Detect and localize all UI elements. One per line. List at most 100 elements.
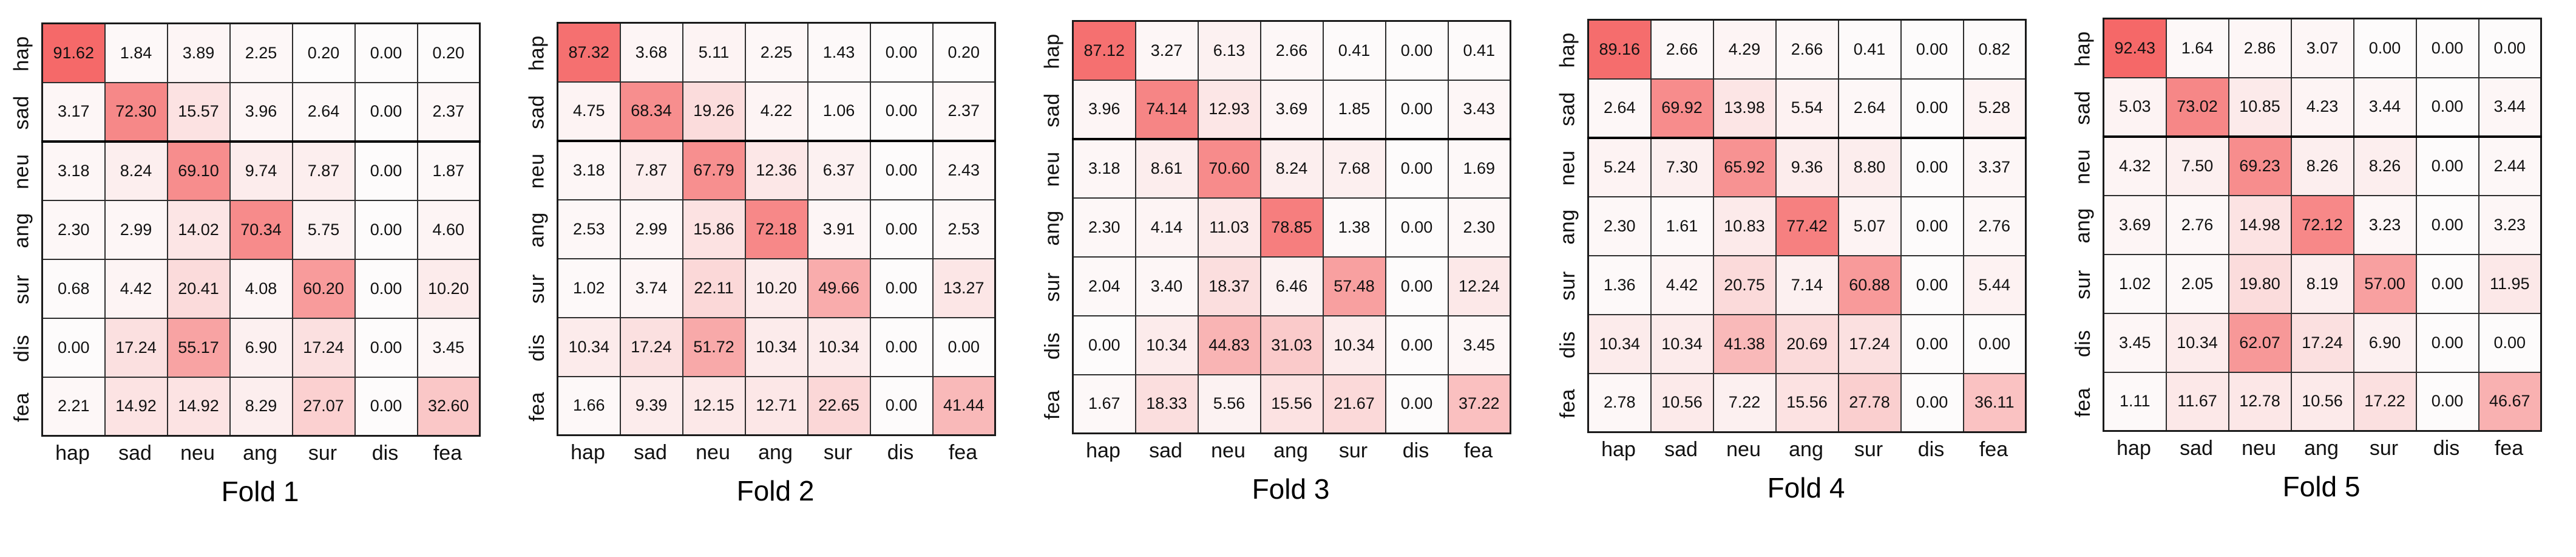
matrix-cell: 10.34 (557, 316, 621, 377)
matrix-cell: 60.20 (291, 258, 356, 319)
matrix-cell: 1.87 (416, 140, 481, 201)
matrix-cell: 3.27 (1134, 20, 1199, 81)
matrix-row: 2.21 14.92 14.92 8.29 27.07 0.00 32.60 (41, 376, 481, 437)
matrix-cell: 70.34 (229, 199, 293, 260)
y-axis-label-text: hap (10, 36, 33, 72)
y-axis-label-text: sad (525, 95, 549, 129)
y-axis-label: sad (2064, 78, 2103, 137)
confusion-matrix-2: 87.32 3.68 5.11 2.25 1.43 0.00 0.20 4.75 68.34 19… (557, 22, 996, 436)
matrix-cell: 7.22 (1712, 372, 1777, 433)
matrix-cell: 3.23 (2353, 194, 2417, 255)
matrix-cell: 9.36 (1775, 137, 1839, 197)
matrix-cell: 91.62 (41, 22, 106, 83)
matrix-cell: 1.67 (1072, 374, 1136, 434)
y-axis-label: fea (1033, 375, 1072, 434)
y-axis-label: sur (1548, 256, 1587, 315)
matrix-row: 4.32 7.50 69.23 8.26 8.26 0.00 2.44 (2103, 135, 2542, 196)
matrix-cell: 62.07 (2228, 312, 2292, 373)
matrix-cell: 10.34 (1650, 313, 1714, 374)
matrix-cell: 22.65 (807, 375, 871, 436)
y-axis-label-text: sad (1040, 93, 1064, 128)
x-axis-label: dis (1402, 439, 1429, 462)
matrix-cell: 0.68 (41, 258, 106, 319)
matrix-cell: 0.00 (869, 316, 934, 377)
matrix-cell: 0.00 (2415, 77, 2479, 138)
matrix-row: 2.30 2.99 14.02 70.34 5.75 0.00 4.60 (41, 199, 481, 260)
matrix-cell: 14.02 (166, 199, 231, 260)
matrix-row: 3.17 72.30 15.57 3.96 2.64 0.00 2.37 (41, 81, 481, 143)
matrix-cell: 0.82 (1962, 19, 2027, 80)
x-axis-label: dis (887, 441, 914, 464)
y-axis-label: hap (1548, 21, 1587, 80)
y-axis-label-text: ang (2071, 208, 2095, 244)
matrix-row: 92.43 1.64 2.86 3.07 0.00 0.00 0.00 (2103, 18, 2542, 78)
matrix-row: 87.12 3.27 6.13 2.66 0.41 0.00 0.41 (1072, 20, 1511, 81)
matrix-cell: 0.00 (2415, 18, 2479, 78)
matrix-cell: 10.34 (1587, 313, 1652, 374)
y-axis-label-text: ang (525, 212, 549, 248)
matrix-cell: 20.69 (1775, 313, 1839, 374)
y-axis-label-text: fea (2071, 388, 2095, 417)
matrix-cell: 17.22 (2353, 371, 2417, 432)
matrix-area: hap sad neu ang sur dis fea 87.12 3.27 6.13 2.66 0.… (1033, 20, 1511, 434)
matrix-cell: 31.03 (1259, 315, 1324, 375)
matrix-cell: 12.36 (744, 140, 808, 200)
matrix-cell: 3.37 (1962, 137, 2027, 197)
matrix-cell: 5.56 (1197, 374, 1261, 434)
matrix-cell: 27.07 (291, 376, 356, 437)
matrix-row: 1.02 3.74 22.11 10.20 49.66 0.00 13.27 (557, 258, 996, 318)
matrix-cell: 0.00 (354, 140, 418, 201)
matrix-cell: 73.02 (2165, 77, 2229, 138)
matrix-cell: 55.17 (166, 317, 231, 378)
matrix-cell: 8.24 (104, 140, 168, 201)
y-axis-label: dis (1548, 315, 1587, 374)
matrix-cell: 46.67 (2478, 371, 2542, 432)
matrix-cell: 67.79 (682, 140, 746, 200)
matrix-cell: 8.26 (2353, 135, 2417, 196)
matrix-cell: 10.34 (1134, 315, 1199, 375)
y-axis-label: sad (1548, 80, 1587, 138)
x-axis-label: hap (55, 442, 90, 465)
matrix-cell: 2.30 (1587, 196, 1652, 256)
matrix-cell: 0.00 (1385, 315, 1449, 375)
matrix-cell: 5.03 (2103, 77, 2167, 138)
matrix-cell: 3.40 (1134, 256, 1199, 316)
y-axis-label: ang (1548, 197, 1587, 256)
matrix-cell: 12.15 (682, 375, 746, 436)
matrix-cell: 8.29 (229, 376, 293, 437)
x-axis-labels: hap sad neu ang sur dis fea (1072, 439, 1510, 463)
matrix-area: hap sad neu ang sur dis fea 92.43 1.64 2.86 3.07 0.… (2064, 18, 2542, 432)
matrix-cell: 5.07 (1837, 196, 1902, 256)
matrix-cell: 3.68 (619, 22, 683, 83)
matrix-cell: 13.98 (1712, 78, 1777, 139)
matrix-cell: 22.11 (682, 258, 746, 318)
x-axis-label: ang (1273, 439, 1308, 462)
x-axis-label: neu (1726, 438, 1761, 461)
matrix-cell: 18.33 (1134, 374, 1199, 434)
matrix-row: 5.24 7.30 65.92 9.36 8.80 0.00 3.37 (1587, 137, 2027, 197)
matrix-cell: 4.22 (744, 81, 808, 142)
y-axis-label: neu (2064, 137, 2103, 196)
matrix-cell: 10.56 (2290, 371, 2354, 432)
confusion-matrix-3: 87.12 3.27 6.13 2.66 0.41 0.00 0.41 3.96 74.14 12… (1072, 20, 1511, 434)
matrix-cell: 2.43 (932, 140, 996, 200)
y-axis-label: ang (2064, 196, 2103, 255)
matrix-cell: 1.38 (1322, 197, 1386, 258)
matrix-cell: 7.87 (619, 140, 683, 200)
matrix-cell: 2.76 (1962, 196, 2027, 256)
y-axis-label: dis (2, 319, 41, 378)
matrix-cell: 4.23 (2290, 77, 2354, 138)
matrix-cell: 0.00 (2478, 312, 2542, 373)
matrix-cell: 4.29 (1712, 19, 1777, 80)
matrix-cell: 21.67 (1322, 374, 1386, 434)
matrix-cell: 10.34 (1322, 315, 1386, 375)
y-axis-label-text: hap (525, 35, 549, 71)
y-axis-label-text: neu (1040, 151, 1064, 187)
matrix-cell: 0.20 (291, 22, 356, 83)
fold-title: Fold 2 (736, 475, 815, 507)
matrix-cell: 2.53 (932, 199, 996, 259)
matrix-row: 2.30 4.14 11.03 78.85 1.38 0.00 2.30 (1072, 197, 1511, 258)
x-axis-label: neu (1211, 439, 1246, 462)
matrix-row: 10.34 17.24 51.72 10.34 10.34 0.00 0.00 (557, 316, 996, 377)
y-axis-label: hap (518, 24, 557, 83)
